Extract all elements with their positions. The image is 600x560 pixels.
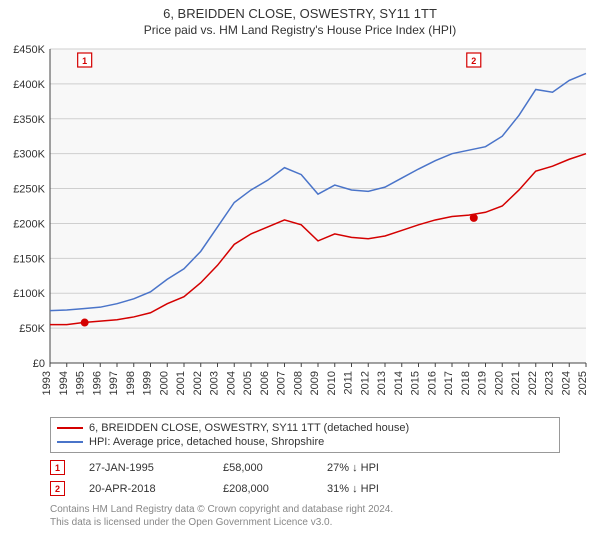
data-point-date: 27-JAN-1995 bbox=[89, 462, 199, 474]
svg-text:£200K: £200K bbox=[13, 218, 45, 230]
svg-text:2: 2 bbox=[471, 56, 476, 66]
legend-swatch bbox=[57, 427, 83, 429]
legend-label: HPI: Average price, detached house, Shro… bbox=[89, 436, 324, 448]
svg-text:2006: 2006 bbox=[259, 371, 271, 395]
svg-text:2011: 2011 bbox=[343, 371, 355, 395]
svg-text:2009: 2009 bbox=[309, 371, 321, 395]
svg-text:£450K: £450K bbox=[13, 44, 45, 56]
legend: 6, BREIDDEN CLOSE, OSWESTRY, SY11 1TT (d… bbox=[50, 417, 560, 453]
svg-text:1998: 1998 bbox=[125, 371, 137, 395]
svg-text:1: 1 bbox=[82, 56, 87, 66]
svg-text:2022: 2022 bbox=[527, 371, 539, 395]
chart-title-address: 6, BREIDDEN CLOSE, OSWESTRY, SY11 1TT bbox=[0, 6, 600, 21]
svg-text:2020: 2020 bbox=[493, 371, 505, 395]
svg-text:2008: 2008 bbox=[292, 371, 304, 395]
svg-text:2005: 2005 bbox=[242, 371, 254, 395]
svg-text:2003: 2003 bbox=[209, 371, 221, 395]
svg-text:£50K: £50K bbox=[19, 323, 45, 335]
svg-text:£150K: £150K bbox=[13, 253, 45, 265]
svg-text:1994: 1994 bbox=[58, 371, 70, 395]
svg-text:2021: 2021 bbox=[510, 371, 522, 395]
svg-text:2023: 2023 bbox=[544, 371, 556, 395]
footer-line: Contains HM Land Registry data © Crown c… bbox=[50, 503, 560, 516]
data-point-price: £58,000 bbox=[223, 462, 303, 474]
legend-item: HPI: Average price, detached house, Shro… bbox=[57, 435, 553, 449]
svg-text:£350K: £350K bbox=[13, 114, 45, 126]
data-point-row: 2 20-APR-2018 £208,000 31% ↓ HPI bbox=[50, 478, 560, 499]
data-point-marker: 1 bbox=[50, 460, 65, 475]
data-points-table: 1 27-JAN-1995 £58,000 27% ↓ HPI 2 20-APR… bbox=[50, 457, 560, 499]
svg-text:2024: 2024 bbox=[560, 371, 572, 395]
svg-text:2019: 2019 bbox=[477, 371, 489, 395]
footer-line: This data is licensed under the Open Gov… bbox=[50, 516, 560, 529]
svg-text:2016: 2016 bbox=[426, 371, 438, 395]
svg-text:2018: 2018 bbox=[460, 371, 472, 395]
data-point-date: 20-APR-2018 bbox=[89, 483, 199, 495]
legend-swatch bbox=[57, 441, 83, 443]
svg-text:1997: 1997 bbox=[108, 371, 120, 395]
data-point-pct: 31% ↓ HPI bbox=[327, 483, 427, 495]
price-chart: £0 £50K £100K £150K £200K £250K £300K £350K £400… bbox=[0, 41, 600, 411]
svg-text:2007: 2007 bbox=[276, 371, 288, 395]
svg-text:£300K: £300K bbox=[13, 149, 45, 161]
svg-text:£250K: £250K bbox=[13, 184, 45, 196]
svg-text:1999: 1999 bbox=[142, 371, 154, 395]
svg-text:2012: 2012 bbox=[359, 371, 371, 395]
data-point-marker: 2 bbox=[50, 481, 65, 496]
svg-text:1993: 1993 bbox=[41, 371, 53, 395]
svg-text:2015: 2015 bbox=[410, 371, 422, 395]
data-point-row: 1 27-JAN-1995 £58,000 27% ↓ HPI bbox=[50, 457, 560, 478]
data-point-price: £208,000 bbox=[223, 483, 303, 495]
svg-text:£0: £0 bbox=[33, 358, 45, 370]
svg-text:2013: 2013 bbox=[376, 371, 388, 395]
svg-text:1996: 1996 bbox=[91, 371, 103, 395]
svg-text:1995: 1995 bbox=[75, 371, 87, 395]
svg-text:£400K: £400K bbox=[13, 79, 45, 91]
svg-text:2002: 2002 bbox=[192, 371, 204, 395]
data-point-pct: 27% ↓ HPI bbox=[327, 462, 427, 474]
svg-text:£100K: £100K bbox=[13, 288, 45, 300]
legend-label: 6, BREIDDEN CLOSE, OSWESTRY, SY11 1TT (d… bbox=[89, 422, 409, 434]
svg-text:2025: 2025 bbox=[577, 371, 589, 395]
svg-text:2014: 2014 bbox=[393, 371, 405, 395]
svg-text:2004: 2004 bbox=[225, 371, 237, 395]
svg-text:2010: 2010 bbox=[326, 371, 338, 395]
svg-text:2000: 2000 bbox=[158, 371, 170, 395]
footer-attribution: Contains HM Land Registry data © Crown c… bbox=[50, 503, 560, 529]
legend-item: 6, BREIDDEN CLOSE, OSWESTRY, SY11 1TT (d… bbox=[57, 421, 553, 435]
svg-text:2017: 2017 bbox=[443, 371, 455, 395]
svg-text:2001: 2001 bbox=[175, 371, 187, 395]
chart-subtitle: Price paid vs. HM Land Registry's House … bbox=[0, 23, 600, 37]
